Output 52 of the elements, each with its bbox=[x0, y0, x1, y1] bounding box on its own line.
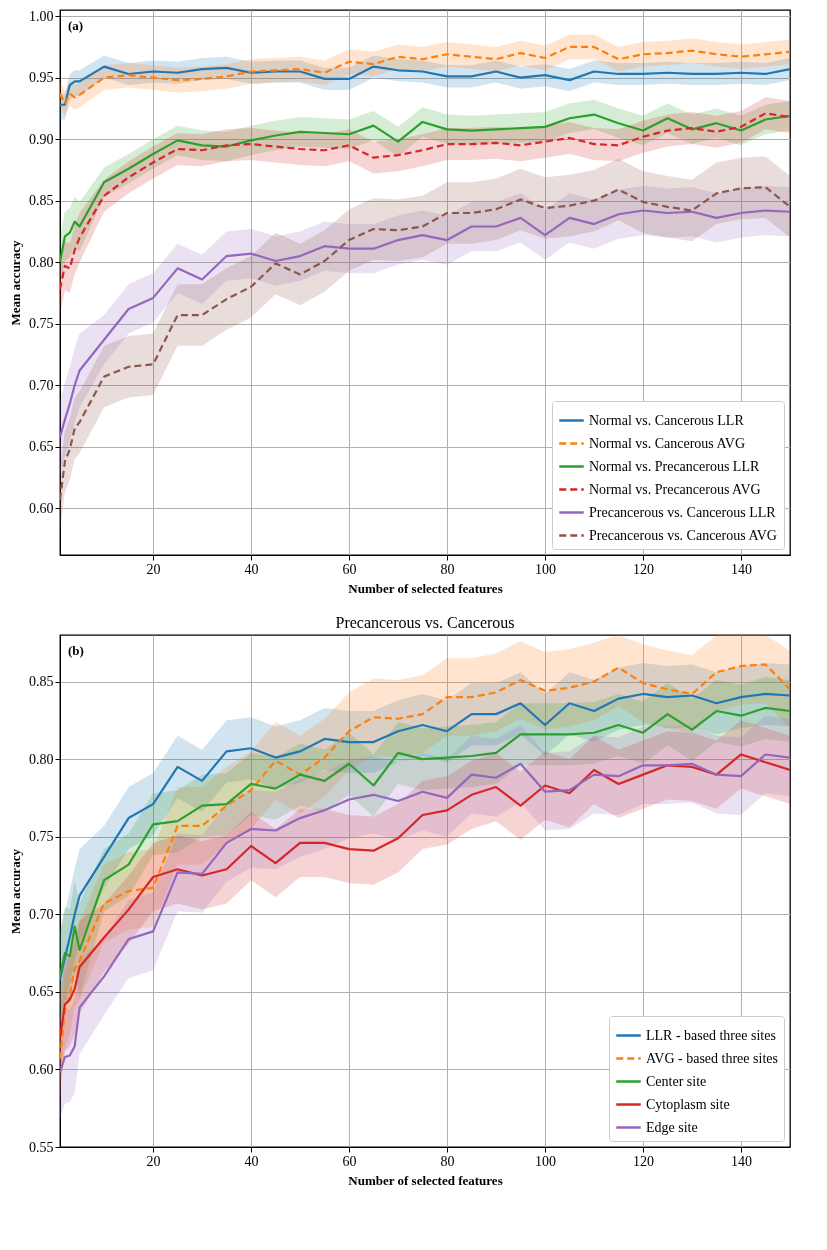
legend-label: Normal vs. Cancerous AVG bbox=[589, 435, 746, 451]
x-tick-label: 80 bbox=[440, 1153, 455, 1169]
legend-label: Edge site bbox=[646, 1119, 698, 1135]
x-tick-label: 60 bbox=[342, 561, 357, 577]
y-tick-label: 0.70 bbox=[29, 906, 54, 922]
x-tick-label: 100 bbox=[535, 561, 557, 577]
line-series bbox=[60, 209, 790, 438]
x-axis-title: Number of selected features bbox=[348, 1172, 503, 1188]
y-tick-label: 0.70 bbox=[29, 377, 54, 393]
x-tick-label: 60 bbox=[342, 1153, 357, 1169]
x-tick-label: 80 bbox=[440, 561, 455, 577]
legend-label: Normal vs. Cancerous LLR bbox=[589, 412, 745, 428]
y-axis-title: Mean accuracy bbox=[8, 240, 23, 326]
legend-label: LLR - based three sites bbox=[646, 1027, 776, 1043]
x-tick-label: 40 bbox=[244, 1153, 259, 1169]
annotation: (b) bbox=[68, 643, 84, 658]
x-tick-label: 100 bbox=[535, 1153, 557, 1169]
y-tick-label: 0.65 bbox=[29, 984, 54, 1000]
legend-label: Normal vs. Precancerous LLR bbox=[589, 458, 760, 474]
y-tick-label: 1.00 bbox=[29, 8, 54, 24]
legend-label: Center site bbox=[646, 1073, 707, 1089]
y-tick-label: 0.75 bbox=[29, 316, 54, 332]
legend-label: Precancerous vs. Cancerous LLR bbox=[589, 504, 777, 520]
annotation: (a) bbox=[68, 18, 84, 33]
y-tick-label: 0.65 bbox=[29, 439, 54, 455]
y-tick-label: 0.80 bbox=[29, 254, 54, 270]
line-series bbox=[60, 113, 790, 264]
y-tick-label: 0.95 bbox=[29, 70, 54, 86]
legend-label: Normal vs. Precancerous AVG bbox=[589, 481, 761, 497]
x-axis-title: Number of selected features bbox=[348, 580, 503, 596]
x-tick-label: 140 bbox=[731, 1153, 753, 1169]
x-tick-label: 20 bbox=[146, 561, 161, 577]
x-tick-label: 20 bbox=[146, 1153, 161, 1169]
chart-title: Precancerous vs. Cancerous bbox=[335, 614, 515, 631]
legend-label: Cytoplasm site bbox=[646, 1096, 730, 1112]
y-tick-label: 0.80 bbox=[29, 751, 54, 767]
legend-label: Precancerous vs. Cancerous AVG bbox=[589, 527, 777, 543]
y-tick-label: 0.90 bbox=[29, 131, 54, 147]
legend-label: AVG - based three sites bbox=[646, 1050, 778, 1066]
line-series bbox=[60, 45, 790, 105]
y-tick-label: 0.55 bbox=[29, 1139, 54, 1155]
x-tick-label: 120 bbox=[633, 561, 655, 577]
line-series bbox=[60, 65, 790, 106]
y-tick-label: 0.60 bbox=[29, 500, 54, 516]
y-axis-title: Mean accuracy bbox=[8, 848, 23, 934]
x-tick-label: 40 bbox=[244, 561, 259, 577]
x-tick-label: 120 bbox=[633, 1153, 655, 1169]
y-tick-label: 0.75 bbox=[29, 829, 54, 845]
x-tick-label: 140 bbox=[731, 561, 753, 577]
y-tick-label: 0.85 bbox=[29, 193, 54, 209]
y-tick-label: 0.60 bbox=[29, 1061, 54, 1077]
y-tick-label: 0.85 bbox=[29, 674, 54, 690]
